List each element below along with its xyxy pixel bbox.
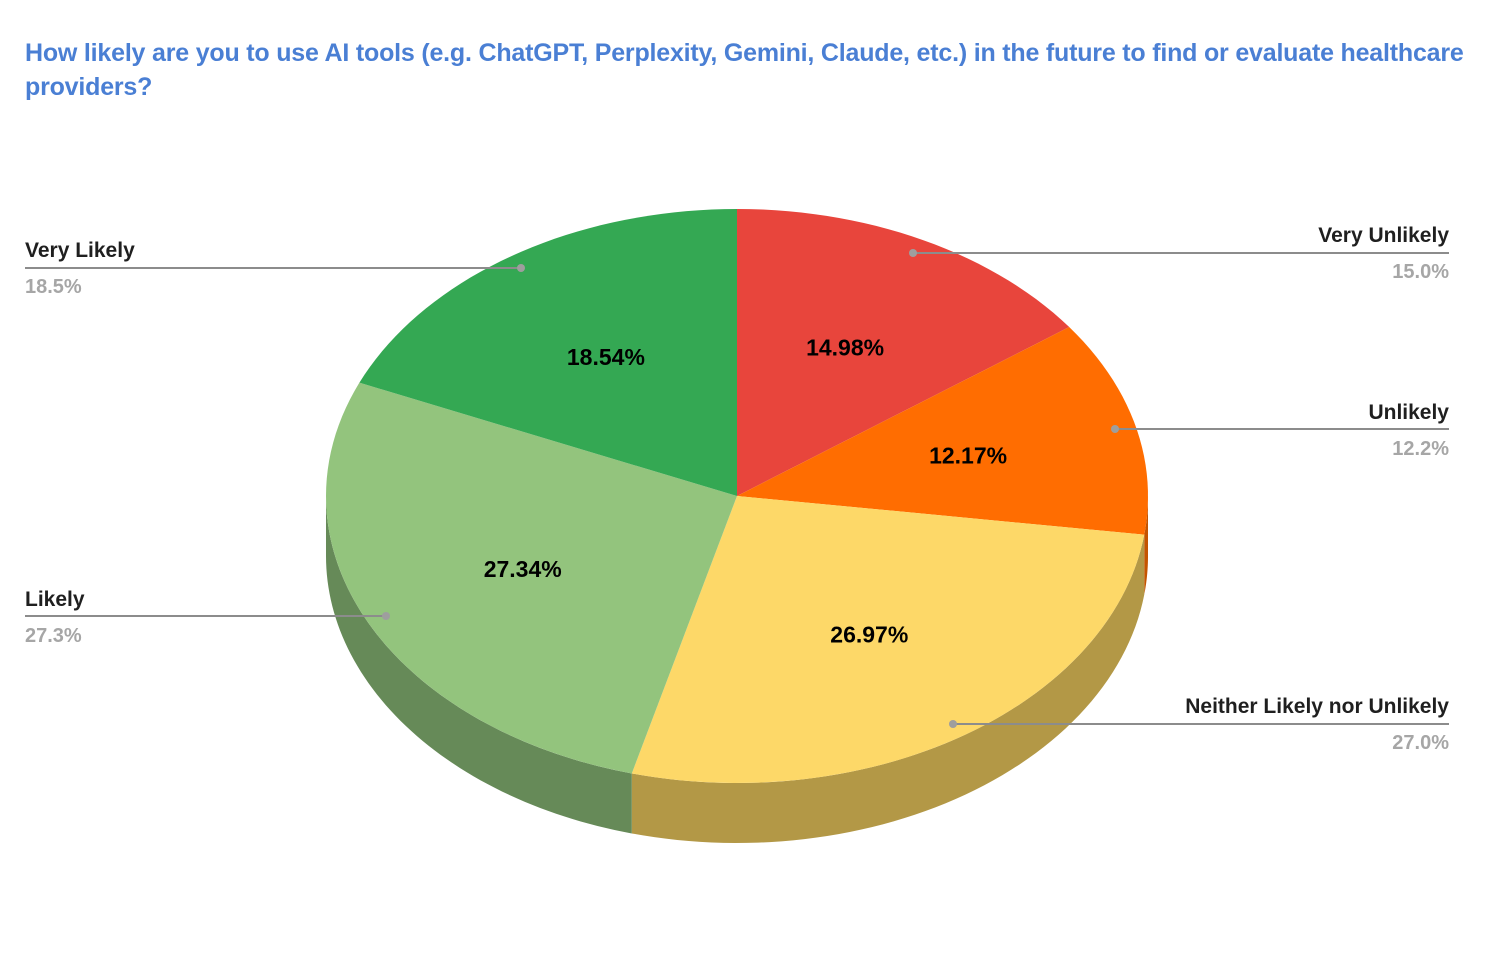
pie-side-likely [326,496,632,834]
legend-likely-name: Likely [25,588,85,611]
pie-side-unlikely [1144,496,1148,595]
leader-dot-likely [382,612,390,620]
legend-neither-name: Neither Likely nor Unlikely [1185,695,1449,718]
slice-label-unlikely: 12.17% [929,442,1007,468]
pie-slice-very-unlikely[interactable] [737,209,1070,496]
slice-label-very-unlikely: 14.98% [806,335,884,361]
pie-slice-neither-likely-nor-unlikely[interactable] [631,496,1145,783]
slice-label-likely: 27.34% [484,556,562,582]
leader-dot-unlikely [1111,425,1119,433]
legend-neither-pct: 27.0% [1392,732,1449,754]
pie-sides [326,496,1148,843]
leader-lines [25,249,1449,728]
leader-dot-very-unlikely [909,249,917,257]
legend-very-unlikely-name: Very Unlikely [1318,224,1449,247]
pie-slice-very-likely[interactable] [359,209,737,496]
legend-very-unlikely-pct: 15.0% [1392,261,1449,283]
pie-slice-labels: 14.98% 12.17% 26.97% 27.34% 18.54% [484,335,1007,648]
legend-very-likely-pct: 18.5% [25,276,82,298]
legend-likely-pct: 27.3% [25,625,82,647]
pie-slice-likely[interactable] [326,382,737,774]
slice-label-neither-likely-nor-unlikely: 26.97% [830,622,908,648]
leader-dot-very-likely [517,264,525,272]
pie-slice-unlikely[interactable] [737,327,1148,535]
leader-dot-neither [949,720,957,728]
chart-title: How likely are you to use AI tools (e.g.… [25,39,1464,101]
pie-side-neither-likely-nor-unlikely [631,534,1145,843]
legend-unlikely-pct: 12.2% [1392,438,1449,460]
legend-unlikely-name: Unlikely [1368,401,1449,424]
slice-label-very-likely: 18.54% [567,344,645,370]
legend-very-likely-name: Very Likely [25,239,135,262]
pie-slices [326,209,1148,783]
